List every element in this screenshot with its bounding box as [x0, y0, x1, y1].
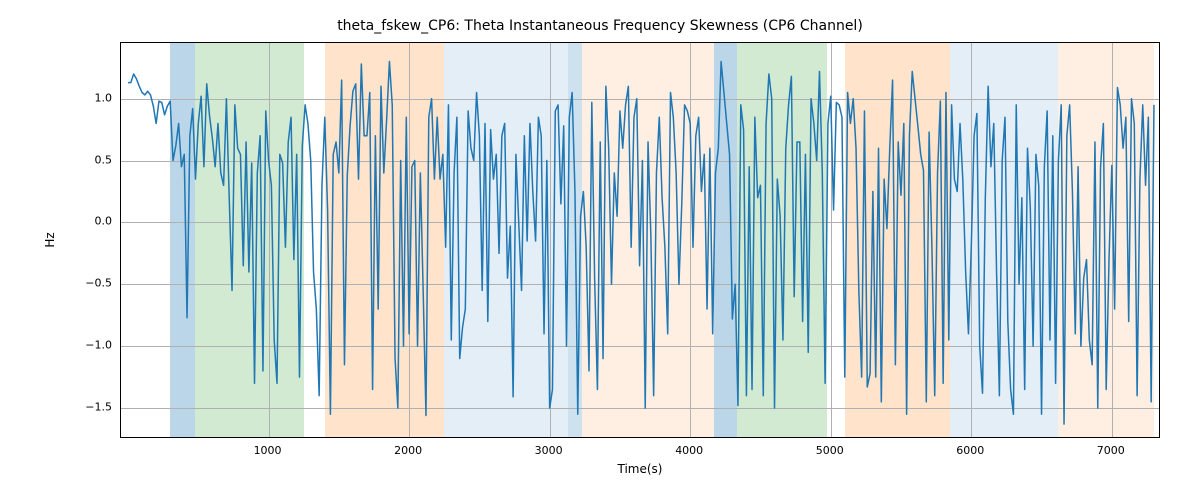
xtick-label: 3000: [535, 444, 563, 457]
chart-title: theta_fskew_CP6: Theta Instantaneous Fre…: [0, 18, 1200, 34]
ytick-label: −0.5: [62, 277, 112, 290]
ytick-label: −1.5: [62, 401, 112, 414]
axes-area: [120, 42, 1160, 438]
xtick-label: 1000: [254, 444, 282, 457]
ytick-label: 0.5: [62, 153, 112, 166]
xtick-label: 4000: [675, 444, 703, 457]
ytick-label: −1.0: [62, 339, 112, 352]
series-line: [128, 62, 1154, 425]
xtick-label: 5000: [816, 444, 844, 457]
line-plot: [121, 43, 1160, 438]
xtick-label: 6000: [956, 444, 984, 457]
y-axis-label: Hz: [43, 232, 57, 247]
xtick-label: 7000: [1097, 444, 1125, 457]
figure: theta_fskew_CP6: Theta Instantaneous Fre…: [0, 0, 1200, 500]
ytick-label: 1.0: [62, 91, 112, 104]
x-axis-label: Time(s): [618, 462, 663, 476]
xtick-label: 2000: [394, 444, 422, 457]
ytick-label: 0.0: [62, 215, 112, 228]
